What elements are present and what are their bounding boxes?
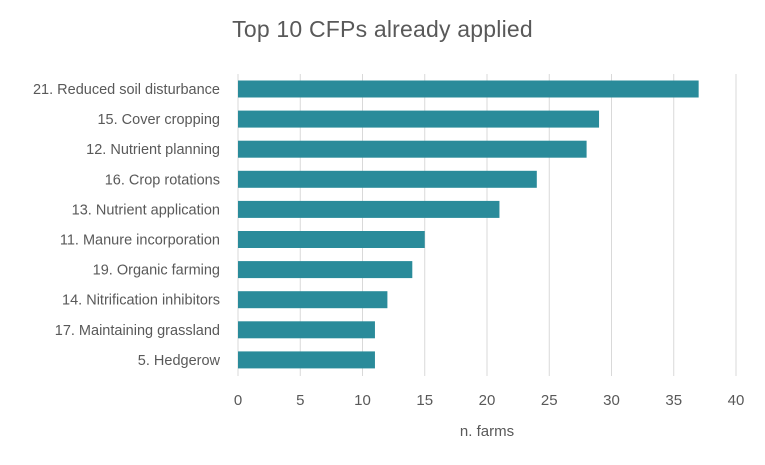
bar (238, 140, 587, 158)
category-label: 16. Crop rotations (105, 172, 220, 188)
bar (238, 170, 537, 188)
bar (238, 261, 413, 279)
category-label: 15. Cover cropping (97, 112, 220, 128)
x-tick-label: 5 (296, 392, 304, 409)
bar (238, 291, 388, 309)
bar (238, 231, 425, 248)
x-tick-label: 0 (234, 392, 242, 409)
category-label: 5. Hedgerow (138, 353, 221, 369)
x-tick-label: 35 (665, 392, 682, 409)
bar (238, 80, 699, 98)
category-label: 11. Manure incorporation (60, 233, 220, 249)
category-labels: 21. Reduced soil disturbance 15. Cover cr… (33, 82, 221, 369)
x-tick-label: 20 (479, 392, 496, 409)
chart-title: Top 10 CFPs already applied (232, 16, 533, 42)
x-tick-label: 10 (354, 392, 371, 409)
category-label: 13. Nutrient application (72, 202, 220, 218)
x-axis-title: n. farms (460, 423, 514, 440)
bar (238, 110, 600, 128)
x-tick-label: 30 (603, 392, 620, 409)
x-tick-label: 25 (541, 392, 558, 409)
bar (238, 321, 375, 339)
x-tick-label: 15 (416, 392, 433, 409)
category-label: 12. Nutrient planning (86, 142, 220, 158)
x-tick-label: 40 (728, 392, 745, 409)
bar (238, 351, 375, 369)
bars (238, 80, 699, 369)
category-label: 19. Organic farming (93, 263, 220, 279)
category-label: 21. Reduced soil disturbance (33, 82, 220, 98)
category-label: 17. Maintaining grassland (55, 323, 220, 339)
bar (238, 200, 500, 218)
x-tick-labels: 0 5 10 15 20 25 30 35 40 (234, 392, 745, 409)
category-label: 14. Nitrification inhibitors (62, 293, 220, 309)
